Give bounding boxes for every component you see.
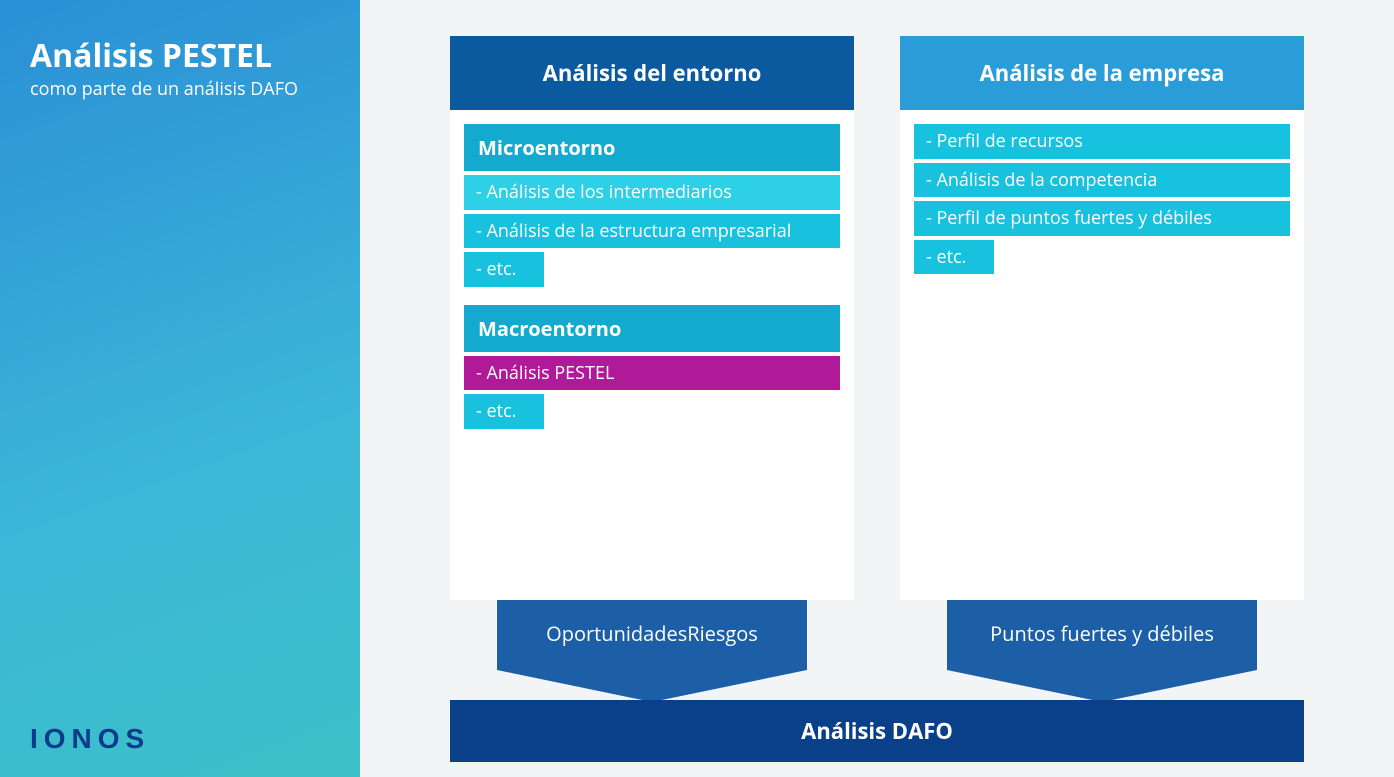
arrow-label-left: OportunidadesRiesgos: [497, 600, 807, 670]
list-item: - Análisis PESTEL: [464, 356, 840, 391]
page-title: Análisis PESTEL: [30, 38, 330, 73]
dafo-bar: Análisis DAFO: [450, 700, 1304, 762]
group: Microentorno - Análisis de los intermedia…: [464, 124, 840, 291]
list-item: - Perfil de recursos: [914, 124, 1290, 159]
list-item: - etc.: [914, 240, 994, 275]
section-title: Macroentorno: [464, 305, 840, 352]
section-title: Microentorno: [464, 124, 840, 171]
arrow-label-right: Puntos fuertes y débiles: [947, 600, 1257, 670]
columns: Análisis del entorno Microentorno - Análi…: [450, 36, 1304, 600]
list-item: - Perfil de puntos fuertes y débiles: [914, 201, 1290, 236]
col-header-company: Análisis de la empresa: [900, 36, 1304, 110]
list-item: - Análisis de la estructura empresarial: [464, 214, 840, 249]
arrow-zone: OportunidadesRiesgos Puntos fuertes y dé…: [450, 600, 1304, 702]
col-environment: Análisis del entorno Microentorno - Análi…: [450, 36, 854, 600]
col-company: Análisis de la empresa - Perfil de recur…: [900, 36, 1304, 600]
group: Macroentorno - Análisis PESTEL- etc.: [464, 305, 840, 433]
col-header-environment: Análisis del entorno: [450, 36, 854, 110]
list-item: - etc.: [464, 394, 544, 429]
arrow-strengths: Puntos fuertes y débiles: [947, 600, 1257, 702]
main-canvas: Análisis del entorno Microentorno - Análi…: [360, 0, 1394, 777]
list-item: - Análisis de la competencia: [914, 163, 1290, 198]
list-item: - etc.: [464, 252, 544, 287]
list-item: - Análisis de los intermediarios: [464, 175, 840, 210]
arrow-tip-icon: [497, 670, 807, 702]
arrow-opportunities: OportunidadesRiesgos: [497, 600, 807, 702]
arrow-tip-icon: [947, 670, 1257, 702]
sidebar: Análisis PESTEL como parte de un análisi…: [0, 0, 360, 777]
ionos-logo: IONOS: [30, 723, 150, 755]
col-body-environment: Microentorno - Análisis de los intermedia…: [450, 110, 854, 600]
page-subtitle: como parte de un análisis DAFO: [30, 77, 330, 101]
col-body-company: - Perfil de recursos - Análisis de la com…: [900, 110, 1304, 600]
